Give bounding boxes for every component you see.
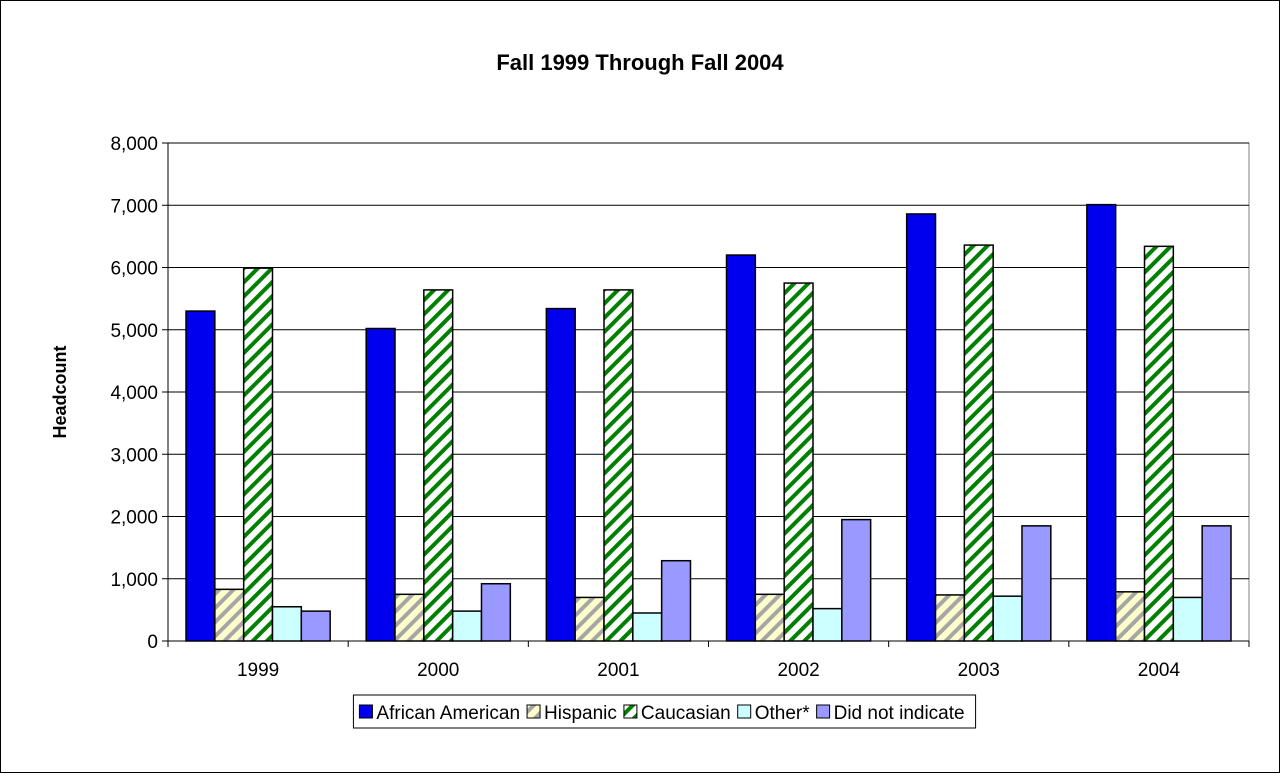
x-tick-label: 2001 (597, 660, 639, 681)
bar (300, 610, 331, 642)
x-tick-label: 2004 (1138, 660, 1181, 681)
legend: African American Hispanic Caucasian Other* D… (352, 694, 977, 729)
legend-label: Caucasian (641, 703, 731, 724)
bar (963, 244, 994, 642)
bar (545, 307, 576, 642)
y-tick-label: 0 (147, 632, 158, 653)
chart-title: Fall 1999 Through Fall 2004 (496, 50, 784, 75)
bar (783, 282, 814, 642)
legend-swatch (816, 704, 831, 719)
x-tick-label: 2002 (777, 660, 819, 681)
bar (451, 610, 483, 642)
bar (1201, 525, 1232, 642)
bar (660, 559, 692, 642)
y-tick-label: 3,000 (110, 445, 158, 466)
y-axis-label: Headcount (50, 345, 70, 438)
y-tick-label: 8,000 (110, 134, 158, 155)
bar (934, 594, 966, 642)
bar (603, 289, 634, 642)
legend-box (352, 694, 977, 729)
y-tick-label: 6,000 (110, 259, 158, 280)
bar (365, 327, 396, 642)
legend-swatch (623, 704, 638, 719)
x-tick-label: 1999 (237, 660, 279, 681)
bar (1021, 525, 1052, 642)
bar (992, 595, 1023, 642)
bar (480, 582, 512, 642)
y-tick-label: 5,000 (110, 321, 158, 342)
bar (841, 518, 872, 642)
bar (423, 289, 454, 642)
bar (725, 254, 757, 642)
bar (394, 593, 425, 642)
bar (632, 612, 663, 642)
bar (905, 213, 937, 642)
legend-label: Other* (755, 703, 811, 724)
bar (185, 310, 216, 642)
bar (812, 607, 843, 642)
legend-label: Hispanic (544, 703, 617, 724)
bar (1086, 203, 1117, 642)
x-tick-label: 2003 (958, 660, 1000, 681)
bar (754, 593, 785, 642)
y-tick-label: 2,000 (110, 508, 158, 529)
bar (1143, 245, 1175, 642)
legend-label: Did not indicate (834, 703, 965, 724)
bar (242, 267, 274, 642)
bar (1114, 591, 1146, 642)
legend-swatch (737, 704, 752, 719)
legend-swatch (358, 704, 373, 719)
bar (271, 606, 303, 642)
y-tick-label: 7,000 (110, 196, 158, 217)
bar (1172, 596, 1203, 642)
y-tick-label: 4,000 (110, 383, 158, 404)
legend-label: African American (376, 703, 520, 724)
bar (214, 588, 245, 642)
bar (574, 596, 605, 642)
y-tick-label: 1,000 (110, 570, 158, 591)
legend-swatch (526, 704, 541, 719)
x-tick-label: 2000 (417, 660, 459, 681)
